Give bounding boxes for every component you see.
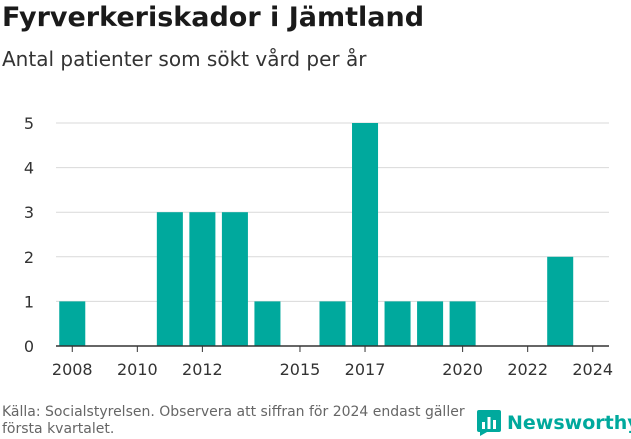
y-tick-label: 4 [24, 159, 34, 178]
x-tick-label: 2020 [442, 360, 483, 379]
bars [59, 123, 574, 346]
x-tick-label: 2012 [182, 360, 223, 379]
source-note: Källa: Socialstyrelsen. Observera att si… [2, 404, 465, 437]
y-tick-label: 0 [24, 337, 34, 356]
bar [384, 301, 411, 346]
bar [189, 212, 216, 346]
bar [156, 212, 183, 346]
grid-lines [56, 122, 609, 302]
y-tick-label: 5 [24, 114, 34, 133]
bar [352, 123, 379, 346]
bar-chart: 0 1 2 3 4 5 2008 2010 2012 2015 2017 2020 2022 2024 [24, 114, 613, 379]
x-tick-label: 2008 [52, 360, 93, 379]
y-tick-label: 3 [24, 203, 34, 222]
bar [547, 256, 574, 346]
y-tick-label: 2 [24, 248, 34, 267]
x-tick-label: 2017 [345, 360, 386, 379]
bar [59, 301, 86, 346]
y-tick-label: 1 [24, 292, 34, 311]
x-tick-label: 2024 [572, 360, 613, 379]
bar [417, 301, 444, 346]
bar-chart-icon [477, 410, 501, 436]
bar [254, 301, 281, 346]
x-tick-label: 2022 [507, 360, 548, 379]
brand-name: Newsworthy [507, 412, 631, 434]
x-tick-label: 2015 [280, 360, 321, 379]
x-tick-label: 2010 [117, 360, 158, 379]
bar [221, 212, 248, 346]
chart-subtitle: Antal patienter som sökt vård per år [2, 47, 367, 71]
chart-title: Fyrverkeriskador i Jämtland [2, 2, 425, 33]
brand-logo: Newsworthy [477, 410, 631, 436]
bar [449, 301, 476, 346]
bar [319, 301, 346, 346]
axes: 0 1 2 3 4 5 2008 2010 2012 2015 2017 2020 2022 2024 [24, 114, 613, 379]
